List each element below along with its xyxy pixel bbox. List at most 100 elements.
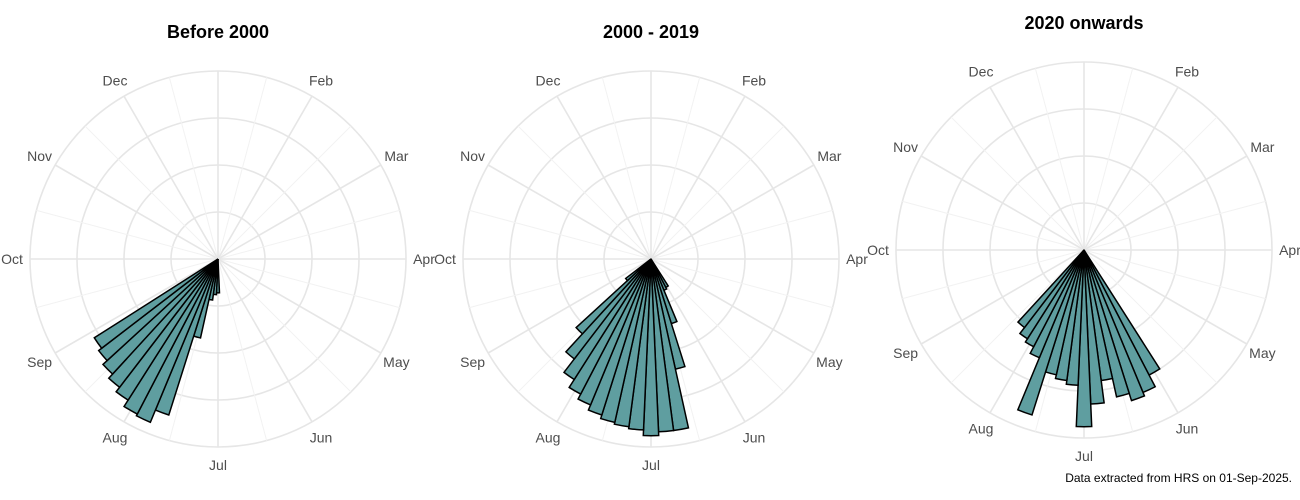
bar-wedge (1075, 249, 1093, 428)
polar-chart-2: Feb Mar Apr May Jun Jul Aug Sep Oct Nov Dec 2000 - … (434, 22, 868, 473)
bar-wedge (1083, 249, 1146, 402)
grid-spoke-minor (217, 209, 400, 260)
grid-spoke (54, 258, 219, 354)
grid-spoke-minor (1083, 249, 1266, 300)
month-label-aug: Aug (103, 429, 128, 445)
bar-wedge (115, 258, 219, 402)
month-label-apr: Apr (846, 251, 868, 267)
panel-title: 2020 onwards (1024, 13, 1143, 33)
month-label-apr: Apr (413, 251, 435, 267)
month-label-oct: Oct (434, 251, 456, 267)
month-label-mar: Mar (1250, 139, 1274, 155)
grid-spoke-minor (217, 258, 352, 393)
grid-spoke-minor (36, 258, 219, 309)
grid-spoke (123, 95, 219, 260)
bar-wedge (123, 258, 219, 416)
grid-spoke-minor (1083, 249, 1218, 384)
month-label-dec: Dec (969, 64, 994, 80)
month-label-oct: Oct (1, 251, 23, 267)
month-label-nov: Nov (893, 139, 918, 155)
grid-spoke (217, 258, 382, 354)
grid-spoke-minor (36, 209, 219, 260)
grid-spoke (989, 86, 1085, 251)
grid-spoke (487, 258, 652, 354)
bar-wedge (101, 258, 219, 376)
grid-spoke-minor (217, 77, 268, 260)
bar-wedge (564, 258, 652, 360)
bar-wedge (93, 258, 219, 350)
grid-spoke (217, 95, 313, 260)
grid-spoke (54, 164, 219, 260)
grid-spoke-minor (217, 258, 268, 441)
month-label-feb: Feb (1175, 64, 1199, 80)
grid-spoke-minor (650, 77, 701, 260)
grid-spoke (650, 164, 815, 260)
bar-wedge (642, 258, 660, 437)
month-label-jul: Jul (209, 457, 227, 473)
month-label-dec: Dec (103, 73, 128, 89)
bar-wedge (575, 258, 652, 335)
month-label-mar: Mar (384, 148, 408, 164)
grid-spoke-minor (902, 249, 1085, 300)
panel-title: 2000 - 2019 (603, 22, 699, 42)
month-label-sep: Sep (460, 354, 485, 370)
grid-spoke-minor (650, 258, 833, 309)
grid-spoke-minor (217, 125, 352, 260)
grid-spoke (217, 258, 313, 423)
month-label-jun: Jun (1176, 420, 1199, 436)
bar-wedge (107, 258, 219, 389)
grid-spoke (650, 258, 815, 354)
grid-spoke-minor (950, 116, 1085, 251)
month-label-aug: Aug (536, 429, 561, 445)
grid-spoke (650, 95, 746, 260)
bar-wedge (1018, 249, 1085, 340)
grid-spoke (1083, 155, 1248, 251)
grid-spoke-minor (1083, 200, 1266, 251)
month-label-may: May (383, 354, 409, 370)
grid-spoke-minor (469, 258, 652, 309)
month-label-apr: Apr (1279, 242, 1300, 258)
grid-spoke-minor (1034, 68, 1085, 251)
grid-spoke-minor (517, 125, 652, 260)
month-label-feb: Feb (309, 73, 333, 89)
grid-spoke (920, 155, 1085, 251)
bar-wedge (624, 258, 652, 282)
grid-spoke-minor (168, 77, 219, 260)
grid-spoke-minor (650, 209, 833, 260)
bar-wedge (562, 258, 652, 381)
grid-spoke (920, 249, 1085, 345)
grid-spoke (487, 164, 652, 260)
month-label-sep: Sep (27, 354, 52, 370)
grid-spoke-minor (1083, 68, 1134, 251)
month-label-aug: Aug (969, 420, 994, 436)
grid-spoke-minor (650, 125, 785, 260)
month-label-jun: Jun (310, 429, 333, 445)
month-label-jul: Jul (1075, 448, 1093, 464)
month-label-sep: Sep (893, 345, 918, 361)
grid-spoke (217, 164, 382, 260)
polar-chart-1: Feb Mar Apr May Jun Jul Aug Sep Oct Nov Dec Before … (1, 22, 435, 473)
grid-spoke-minor (469, 209, 652, 260)
month-label-may: May (816, 354, 842, 370)
month-label-oct: Oct (867, 242, 889, 258)
grid-spoke (1083, 249, 1248, 345)
polar-chart-3: Feb Mar Apr May Jun Jul Aug Sep Oct Nov Dec 2020 on… (867, 13, 1300, 464)
bar-wedge (568, 258, 652, 396)
grid-spoke-minor (84, 125, 219, 260)
month-label-feb: Feb (742, 73, 766, 89)
month-label-nov: Nov (27, 148, 52, 164)
bar-wedge (1016, 249, 1085, 329)
grid-spoke (556, 95, 652, 260)
grid-spoke (1083, 86, 1179, 251)
grid-spoke-minor (950, 249, 1085, 384)
grid-spoke-minor (1083, 116, 1218, 251)
month-label-nov: Nov (460, 148, 485, 164)
month-label-dec: Dec (536, 73, 561, 89)
bar-wedge (135, 258, 219, 424)
month-label-may: May (1249, 345, 1275, 361)
grid-spoke-minor (902, 200, 1085, 251)
grid-spoke-minor (650, 258, 785, 393)
month-label-jul: Jul (642, 457, 660, 473)
month-label-mar: Mar (817, 148, 841, 164)
